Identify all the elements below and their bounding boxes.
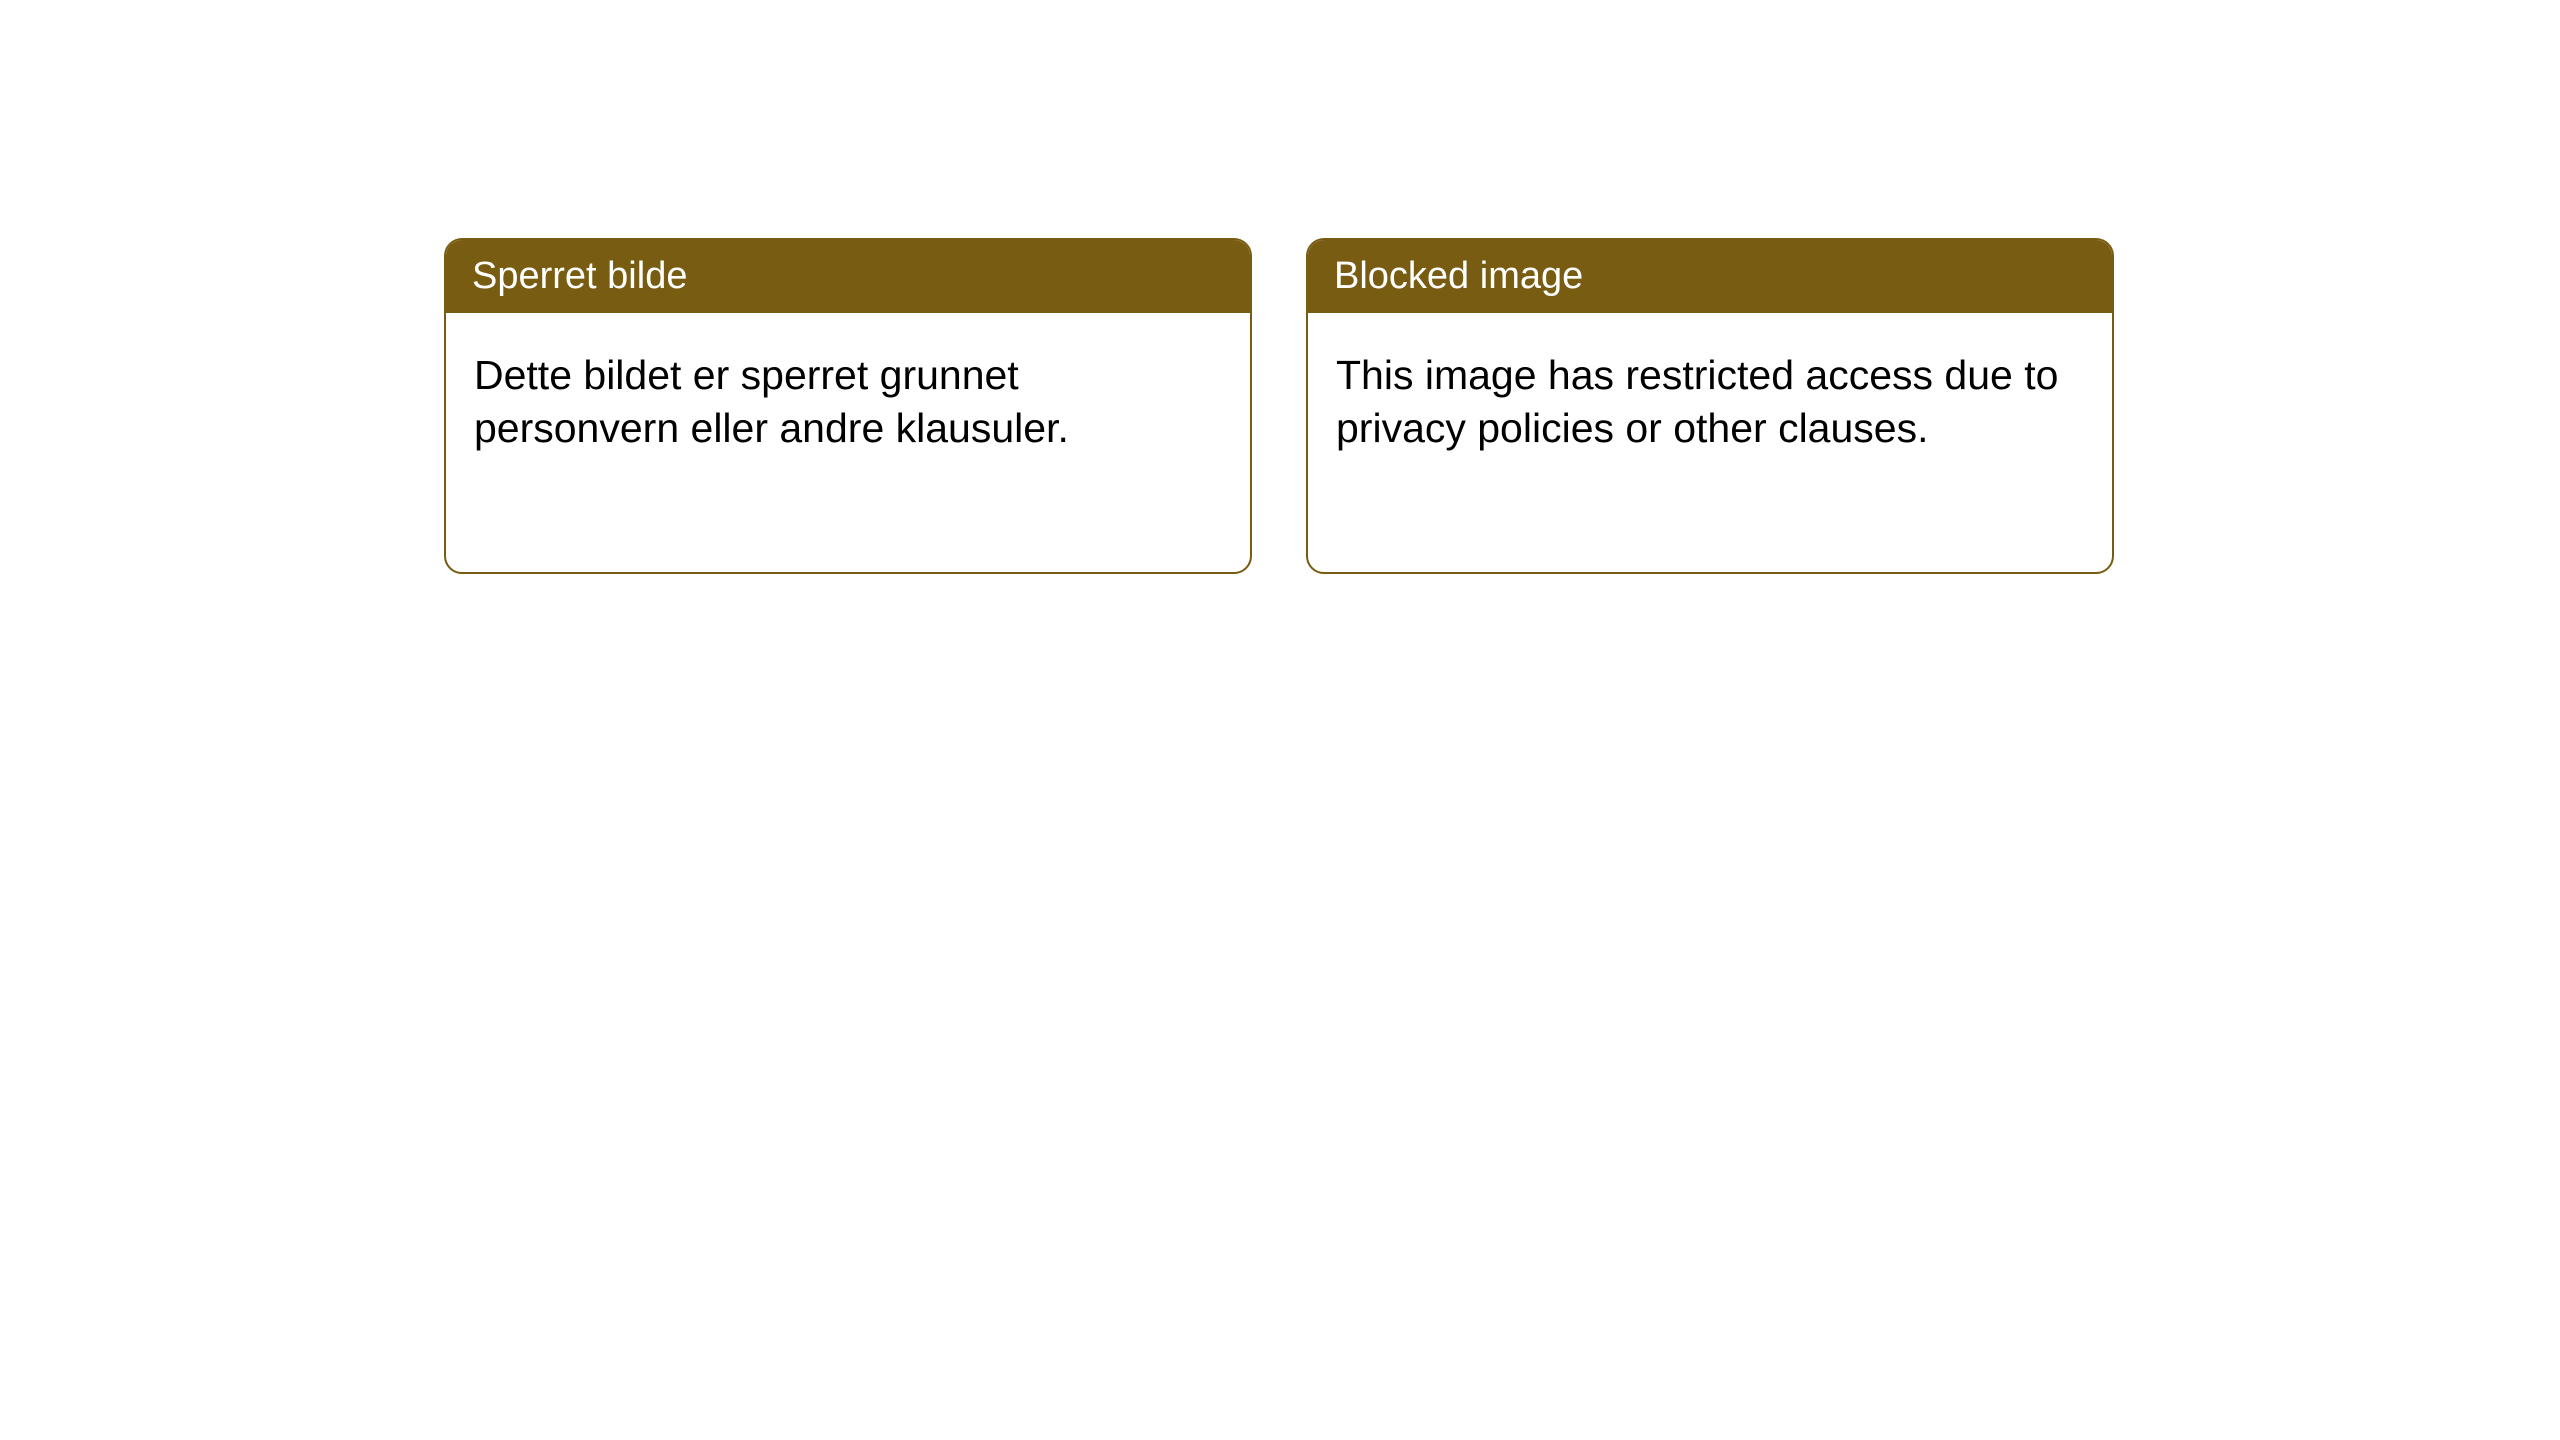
card-body-text: This image has restricted access due to … bbox=[1336, 352, 2058, 450]
card-header: Blocked image bbox=[1308, 240, 2112, 313]
card-english: Blocked image This image has restricted … bbox=[1306, 238, 2114, 574]
card-title: Blocked image bbox=[1334, 255, 1583, 297]
card-body-text: Dette bildet er sperret grunnet personve… bbox=[474, 352, 1069, 450]
card-title: Sperret bilde bbox=[472, 255, 687, 297]
card-body: Dette bildet er sperret grunnet personve… bbox=[446, 313, 1250, 490]
card-header: Sperret bilde bbox=[446, 240, 1250, 313]
card-norwegian: Sperret bilde Dette bildet er sperret gr… bbox=[444, 238, 1252, 574]
card-body: This image has restricted access due to … bbox=[1308, 313, 2112, 490]
cards-container: Sperret bilde Dette bildet er sperret gr… bbox=[0, 0, 2560, 574]
